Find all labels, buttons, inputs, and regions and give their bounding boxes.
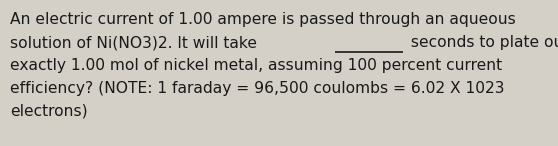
- Text: seconds to plate out: seconds to plate out: [406, 35, 558, 50]
- Text: exactly 1.00 mol of nickel metal, assuming 100 percent current: exactly 1.00 mol of nickel metal, assumi…: [10, 58, 502, 73]
- Text: efficiency? (NOTE: 1 faraday = 96,500 coulombs = 6.02 X 1023: efficiency? (NOTE: 1 faraday = 96,500 co…: [10, 81, 504, 96]
- Text: solution of Ni(NO3)2. It will take: solution of Ni(NO3)2. It will take: [10, 35, 262, 50]
- Text: electrons): electrons): [10, 104, 88, 119]
- Text: An electric current of 1.00 ampere is passed through an aqueous: An electric current of 1.00 ampere is pa…: [10, 12, 516, 27]
